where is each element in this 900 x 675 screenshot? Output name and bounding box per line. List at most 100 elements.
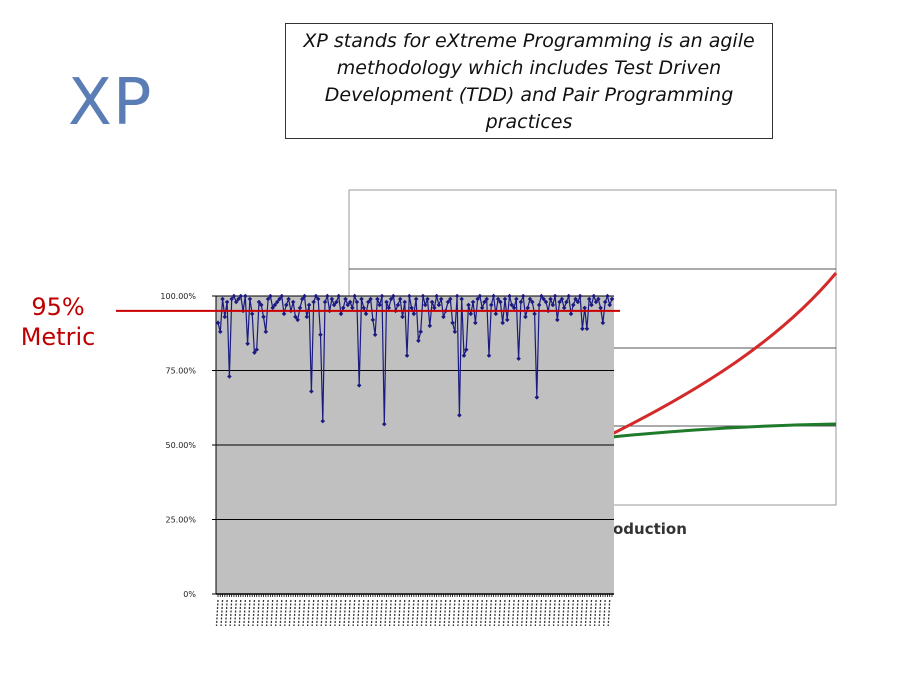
x-tick-label [247, 599, 251, 627]
data-point [438, 296, 444, 302]
data-point [397, 296, 403, 302]
x-tick-label [370, 599, 374, 627]
x-tick-label [457, 599, 461, 627]
data-point [329, 296, 335, 302]
x-tick-label [411, 599, 415, 627]
data-point [436, 302, 442, 308]
x-tick-label [516, 599, 520, 627]
data-point [593, 299, 599, 305]
data-point [215, 320, 221, 326]
data-point [589, 302, 594, 308]
x-tick-label [215, 599, 219, 627]
x-tick-label [548, 599, 552, 627]
data-point [475, 296, 480, 302]
x-tick-label [366, 599, 369, 627]
x-tick-label [361, 599, 365, 627]
data-point [498, 299, 503, 305]
x-tick-label [452, 599, 456, 627]
data-point [520, 293, 526, 299]
x-tick-label [439, 599, 442, 627]
x-tick-label [575, 599, 579, 627]
data-point [407, 293, 412, 299]
data-point [466, 302, 471, 308]
data-point [441, 314, 446, 320]
data-point [511, 305, 517, 311]
x-tick-label [566, 599, 570, 627]
data-point [482, 299, 487, 305]
data-point [598, 305, 603, 311]
x-tick-label [448, 599, 451, 627]
data-point [566, 293, 571, 299]
background-series-red [611, 272, 838, 436]
data-point [404, 353, 410, 358]
data-point [220, 296, 225, 302]
data-point [343, 296, 348, 302]
x-tick-label [275, 599, 278, 627]
data-point [325, 293, 330, 299]
data-point [411, 311, 417, 317]
slide-title: XP [68, 66, 153, 140]
data-point [584, 326, 590, 332]
data-point [313, 293, 319, 299]
data-point [504, 317, 510, 323]
x-tick-label [384, 599, 388, 627]
y-tick-label: 100.00% [160, 292, 196, 301]
data-point [270, 305, 275, 311]
data-point [473, 320, 478, 326]
data-point [463, 347, 469, 352]
data-point [247, 296, 253, 302]
data-point [318, 332, 323, 338]
x-tick-label [338, 599, 342, 627]
data-point [409, 305, 414, 311]
data-point [600, 320, 606, 326]
data-point [227, 374, 232, 379]
x-tick-label [398, 599, 401, 627]
data-point [402, 299, 408, 305]
data-point [306, 302, 312, 308]
data-point [350, 305, 355, 311]
data-point [550, 302, 556, 308]
data-point [493, 311, 499, 317]
x-tick-label [252, 599, 256, 627]
data-point [379, 293, 385, 299]
background-axis-label: oduction [613, 520, 687, 538]
x-tick-label [552, 599, 556, 627]
data-point [263, 329, 269, 335]
x-tick-label [256, 599, 260, 627]
data-point [561, 305, 567, 311]
x-tick-label [379, 599, 383, 627]
x-tick-label [443, 599, 447, 627]
x-tick-label [603, 599, 606, 627]
data-point [391, 293, 396, 299]
x-tick-label [580, 599, 584, 627]
data-point [607, 302, 612, 308]
x-tick-label [293, 599, 297, 627]
x-tick-label [407, 599, 410, 627]
data-point [249, 311, 255, 317]
x-tick-label [270, 599, 274, 627]
data-point [386, 305, 392, 311]
metric-label-percent: 95% [31, 293, 85, 321]
data-point [279, 293, 285, 299]
x-tick-label [470, 599, 474, 627]
x-tick-label [493, 599, 497, 627]
data-point [413, 296, 419, 302]
data-point [356, 383, 362, 388]
data-point [381, 421, 387, 427]
data-point [559, 296, 565, 302]
data-point [361, 305, 367, 311]
x-tick-label [525, 599, 529, 627]
data-point [470, 299, 476, 305]
x-tick-label [288, 599, 292, 627]
x-tick-label [502, 599, 506, 627]
x-tick-label [357, 599, 360, 627]
data-point [609, 296, 615, 302]
data-point [320, 418, 326, 424]
data-point [484, 296, 490, 302]
data-point [586, 296, 592, 302]
data-point [461, 353, 467, 358]
x-tick-label [284, 599, 287, 627]
x-tick-label [461, 599, 465, 627]
x-tick-label [311, 599, 315, 627]
data-point [502, 296, 508, 302]
